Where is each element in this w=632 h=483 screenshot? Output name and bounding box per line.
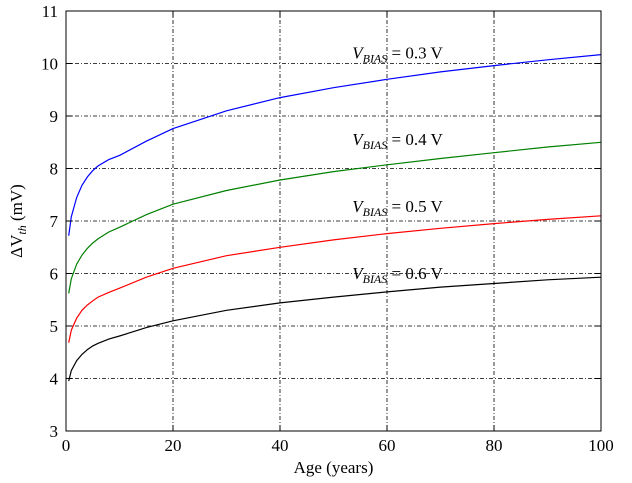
x-tick-labels: 0 20 40 60 80 100 <box>62 436 614 455</box>
series-label-3: VBIAS = 0.6 V <box>352 264 443 286</box>
x-tick-label: 40 <box>272 436 289 455</box>
series-label-sub: BIAS <box>363 51 388 65</box>
x-tick-label: 0 <box>62 436 71 455</box>
x-axis-label: Age (years) <box>294 458 374 477</box>
y-tick-label: 7 <box>50 212 59 231</box>
y-tick-label: 9 <box>50 107 59 126</box>
series-label-value: = 0.3 V <box>387 43 443 62</box>
series-line-0 <box>68 54 602 236</box>
series-label-value: = 0.4 V <box>387 130 443 149</box>
series-label-sub: BIAS <box>363 272 388 286</box>
series-label-sub: BIAS <box>363 205 388 219</box>
series-label-0: VBIAS = 0.3 V <box>352 43 443 65</box>
y-tick-label: 10 <box>41 55 58 74</box>
series-label-sub: BIAS <box>363 138 388 152</box>
x-tick-label: 60 <box>379 436 396 455</box>
y-tick-label: 4 <box>50 370 59 389</box>
y-tick-label: 5 <box>50 317 59 336</box>
y-tick-label: 3 <box>50 422 59 441</box>
series-label-2: VBIAS = 0.5 V <box>352 197 443 219</box>
series-label-var: V <box>352 43 365 62</box>
series-label-var: V <box>352 197 365 216</box>
series-label-1: VBIAS = 0.4 V <box>352 130 443 152</box>
series-label-var: V <box>352 130 365 149</box>
y-axis-label-subscript: th <box>15 225 29 234</box>
x-tick-label: 20 <box>165 436 182 455</box>
y-axis-label-prefix: ΔV <box>7 234 26 258</box>
y-tick-label: 11 <box>42 2 58 21</box>
y-tick-label: 8 <box>50 160 59 179</box>
y-tick-label: 6 <box>50 265 59 284</box>
series-lines <box>68 54 602 382</box>
y-tick-labels: 3 4 5 6 7 8 9 10 11 <box>41 2 59 441</box>
tick-marks <box>65 10 602 432</box>
series-label-value: = 0.5 V <box>387 197 443 216</box>
series-label-value: = 0.6 V <box>387 264 443 283</box>
series-line-3 <box>68 276 602 382</box>
grid-lines <box>66 11 601 431</box>
series-line-2 <box>68 215 602 343</box>
series-label-var: V <box>352 264 365 283</box>
series-line-1 <box>68 141 602 294</box>
y-axis-label: ΔVth (mV) <box>7 184 29 258</box>
y-axis-label-unit: (mV) <box>7 184 26 225</box>
x-tick-label: 100 <box>588 436 614 455</box>
x-tick-label: 80 <box>486 436 503 455</box>
